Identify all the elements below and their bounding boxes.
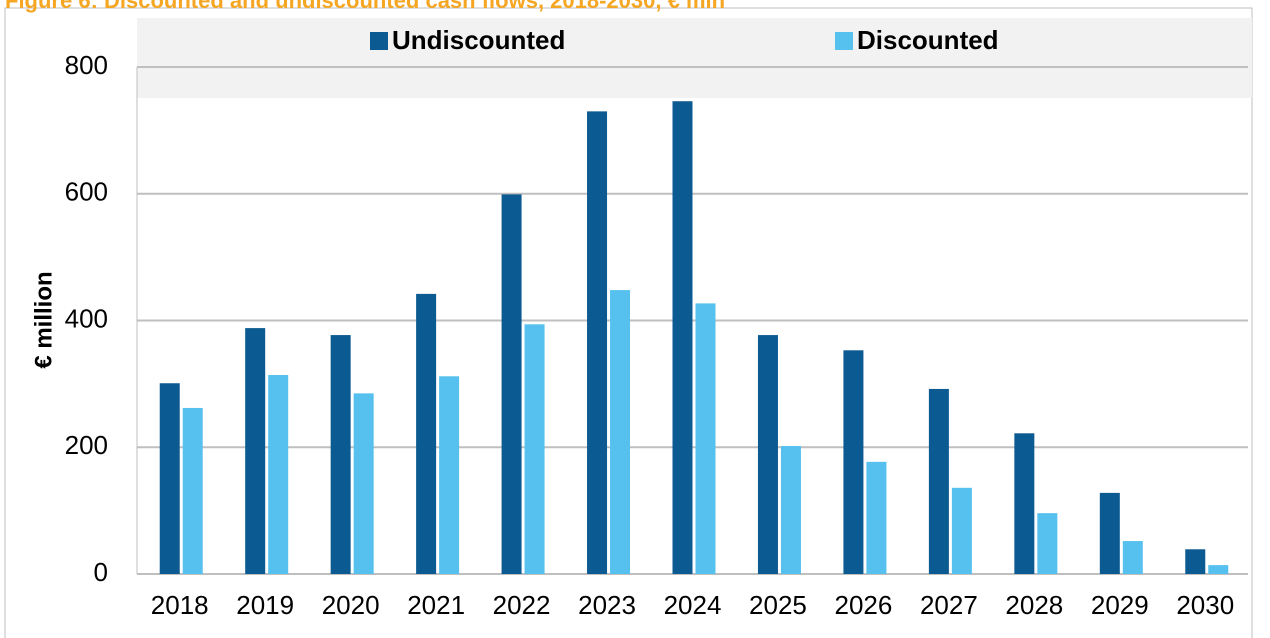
x-tick-label: 2021 [407, 590, 465, 620]
bar [1014, 433, 1035, 574]
legend-label: Discounted [857, 25, 999, 55]
bar [1208, 565, 1229, 574]
x-tick-label: 2018 [151, 590, 209, 620]
bar [1185, 549, 1206, 574]
x-tick-label: 2019 [236, 590, 294, 620]
bar [610, 290, 631, 574]
bar [182, 407, 203, 574]
legend-swatch [835, 32, 853, 50]
bar [501, 194, 522, 575]
y-axis-label: € million [30, 271, 57, 368]
y-tick-label: 400 [65, 303, 108, 333]
chart-title: Figure 6: Discounted and undiscounted ca… [5, 0, 725, 13]
y-tick-label: 200 [65, 430, 108, 460]
x-tick-label: 2024 [664, 590, 722, 620]
x-tick-label: 2023 [578, 590, 636, 620]
bar [416, 293, 437, 574]
x-tick-label: 2026 [835, 590, 893, 620]
bar [1122, 541, 1143, 574]
bar [439, 376, 460, 574]
bar [1099, 492, 1120, 574]
legend-swatch [370, 32, 388, 50]
y-tick-label: 0 [94, 557, 108, 587]
legend-label: Undiscounted [392, 25, 565, 55]
bar [695, 303, 716, 574]
bar [866, 461, 887, 574]
bar [330, 335, 351, 574]
y-tick-label: 800 [65, 50, 108, 80]
bar [524, 324, 545, 574]
bar [245, 328, 266, 574]
chart-border [4, 7, 1253, 638]
x-tick-label: 2020 [322, 590, 380, 620]
bar [672, 101, 693, 574]
bar [928, 388, 949, 574]
bar [353, 393, 374, 574]
bar [587, 111, 608, 575]
bar [159, 383, 180, 574]
y-tick-label: 600 [65, 177, 108, 207]
bar [780, 445, 801, 574]
bar [757, 335, 778, 574]
bar [951, 487, 972, 574]
x-tick-label: 2028 [1005, 590, 1063, 620]
x-tick-label: 2030 [1176, 590, 1234, 620]
bar [1037, 513, 1058, 574]
legend-band [137, 18, 1252, 98]
x-tick-label: 2025 [749, 590, 807, 620]
bar [843, 350, 864, 574]
bar [268, 375, 289, 574]
x-tick-label: 2027 [920, 590, 978, 620]
x-tick-label: 2022 [493, 590, 551, 620]
x-tick-label: 2029 [1091, 590, 1149, 620]
